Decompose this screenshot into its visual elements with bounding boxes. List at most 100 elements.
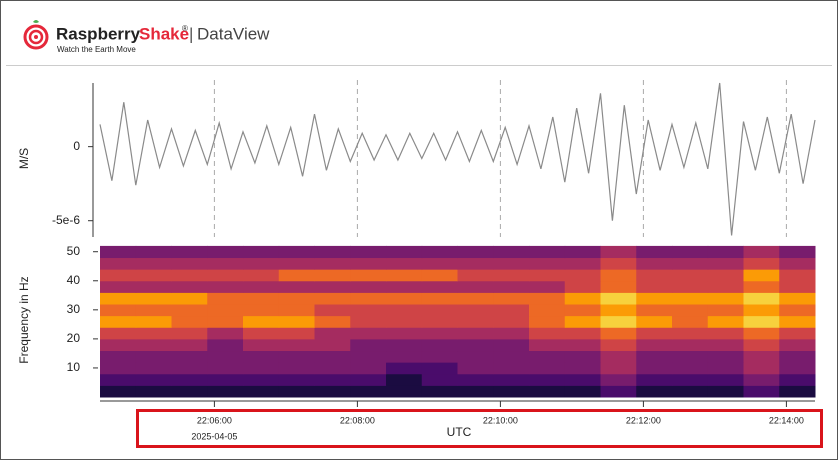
spectrogram-cell <box>493 269 530 282</box>
spectrogram-cell <box>600 280 637 293</box>
tagline: Watch the Earth Move <box>57 45 136 54</box>
spectrogram-cell <box>314 373 351 386</box>
spectrogram-cell <box>171 292 208 305</box>
spectrogram-cell <box>386 257 423 270</box>
spectrogram-cell <box>421 362 458 375</box>
spectrogram-cell <box>564 280 601 293</box>
spectrogram-cell <box>529 257 566 270</box>
spectrogram-cell <box>493 315 530 328</box>
spectrogram-cell <box>672 304 709 317</box>
spectrogram-cell <box>421 257 458 270</box>
spectrogram-cell <box>779 269 816 282</box>
brand-name-accent: Shake <box>139 24 189 43</box>
spectrogram-cell <box>386 292 423 305</box>
spectrogram-cell <box>600 292 637 305</box>
spectrogram-cell <box>386 373 423 386</box>
spectrogram-cell <box>100 315 137 328</box>
spectrogram-cell <box>636 338 673 352</box>
spectrogram-cell <box>457 304 494 317</box>
registered-mark: ® <box>182 24 188 33</box>
spectrogram-cell <box>493 257 530 270</box>
spectrogram-cell <box>207 304 244 317</box>
spectrogram-cell <box>636 327 673 340</box>
spectrogram-cell <box>743 269 780 282</box>
spectrogram-cell <box>207 245 244 259</box>
spectrogram-cell <box>457 245 494 259</box>
spectrogram-cell <box>636 292 673 305</box>
spectrogram-cell <box>171 338 208 352</box>
spectrogram-cell <box>135 350 172 363</box>
spectrogram-cell <box>207 373 244 386</box>
spectrogram-cell <box>135 338 172 352</box>
spectrogram-cell <box>243 245 280 259</box>
spectrogram-cell <box>314 385 351 398</box>
spectrogram-cell <box>100 350 137 363</box>
spectrogram-cell <box>386 304 423 317</box>
spectrogram-cell <box>743 257 780 270</box>
spectrogram-cell <box>600 338 637 352</box>
x-tick-label: 22:14:00 <box>769 415 804 425</box>
spectrogram-cell <box>386 338 423 352</box>
spectrogram-cell <box>707 280 744 293</box>
spectrogram-cell <box>600 315 637 328</box>
y-tick-label: 20 <box>67 331 81 345</box>
spectrogram-cell <box>314 292 351 305</box>
spectrogram-cell <box>636 304 673 317</box>
spectrogram-cell <box>600 304 637 317</box>
spectrogram-cell <box>243 257 280 270</box>
spectrogram-cell <box>278 245 315 259</box>
spectrogram-cell <box>314 362 351 375</box>
spectrogram-cell <box>171 304 208 317</box>
spectrogram-cell <box>135 257 172 270</box>
separator: | <box>189 24 193 43</box>
spectrogram-cell <box>314 327 351 340</box>
spectrogram-cell <box>779 292 816 305</box>
spectrogram-cell <box>457 362 494 375</box>
spectrogram-cell <box>207 362 244 375</box>
spectrogram-cell <box>243 327 280 340</box>
spectrogram-cell <box>672 327 709 340</box>
x-tick-label: 22:06:00 <box>197 415 232 425</box>
app-name: DataView <box>197 24 270 43</box>
spectrogram-cell <box>779 373 816 386</box>
spectrogram-cell <box>171 327 208 340</box>
spectrogram-cell <box>171 245 208 259</box>
spectrogram-cell <box>135 292 172 305</box>
spectrogram-cell <box>636 350 673 363</box>
spectrogram-cell <box>779 280 816 293</box>
spectrogram-cell <box>564 338 601 352</box>
spectrogram-cell <box>564 327 601 340</box>
spectrogram-cell <box>779 362 816 375</box>
spectrogram-cell <box>207 385 244 398</box>
spectrogram-cell <box>529 362 566 375</box>
spectrogram-cell <box>350 315 387 328</box>
logo-icon <box>23 20 49 50</box>
spectrogram-cell <box>707 385 744 398</box>
spectrogram-cell <box>707 292 744 305</box>
spectrogram-cell <box>135 280 172 293</box>
spectrogram-cell <box>743 373 780 386</box>
spectrogram-cell <box>672 373 709 386</box>
spectrogram-cell <box>243 304 280 317</box>
spectrogram-cell <box>529 373 566 386</box>
spectrogram-cell <box>421 245 458 259</box>
spectrogram-cell <box>779 304 816 317</box>
highlight-box <box>136 409 823 448</box>
spectrogram-cell <box>743 338 780 352</box>
spectrogram-cell <box>207 327 244 340</box>
spectrogram-cell <box>707 245 744 259</box>
spectrogram-cell <box>707 315 744 328</box>
spectrogram-cell <box>493 350 530 363</box>
spectrogram-cell <box>457 269 494 282</box>
y-tick-label: -5e-6 <box>52 213 80 227</box>
spectrogram-cell <box>278 257 315 270</box>
spectrogram-cell <box>779 385 816 398</box>
spectrogram-cell <box>564 304 601 317</box>
spectrogram-cell <box>636 269 673 282</box>
spectrogram-cell <box>707 350 744 363</box>
spectrogram-cell <box>100 327 137 340</box>
spectrogram-cell <box>600 245 637 259</box>
spectrogram-cell <box>350 362 387 375</box>
spectrogram-cell <box>457 373 494 386</box>
spectrogram-cell <box>457 385 494 398</box>
